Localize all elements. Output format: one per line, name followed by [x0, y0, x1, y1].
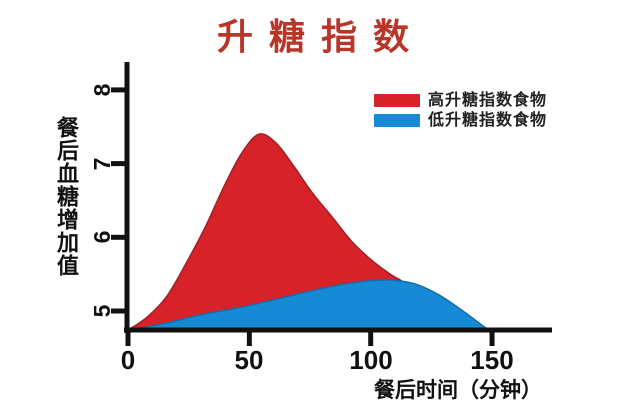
y-tick-label: 7 [89, 157, 115, 171]
legend-item-low-gi: 低升糖指数食物 [374, 112, 547, 129]
x-tick-label: 0 [120, 345, 136, 375]
legend-label: 高升糖指数食物 [428, 92, 548, 109]
x-axis-title: 餐后时间（分钟） [374, 379, 542, 402]
low-gi-swatch [374, 114, 420, 127]
high-gi-swatch [374, 94, 420, 107]
legend-item-high-gi: 高升糖指数食物 [374, 92, 547, 109]
legend: 高升糖指数食物 低升糖指数食物 [374, 92, 547, 129]
y-tick-label: 5 [89, 304, 115, 318]
legend-label: 低升糖指数食物 [428, 112, 548, 129]
axes-group [111, 62, 552, 346]
x-tick-label: 100 [349, 345, 393, 375]
y-tick-label: 6 [89, 230, 115, 244]
y-tick-label: 8 [89, 83, 115, 97]
chart-title: 升糖指数 [216, 16, 425, 57]
area-低升糖指数食物 [127, 279, 493, 332]
area-高升糖指数食物 [127, 133, 435, 332]
x-tick-label: 50 [234, 345, 264, 375]
x-tick-label: 150 [470, 345, 514, 375]
area-series-group [127, 133, 493, 332]
y-axis-title: 餐后血糖增加值 [54, 116, 79, 277]
